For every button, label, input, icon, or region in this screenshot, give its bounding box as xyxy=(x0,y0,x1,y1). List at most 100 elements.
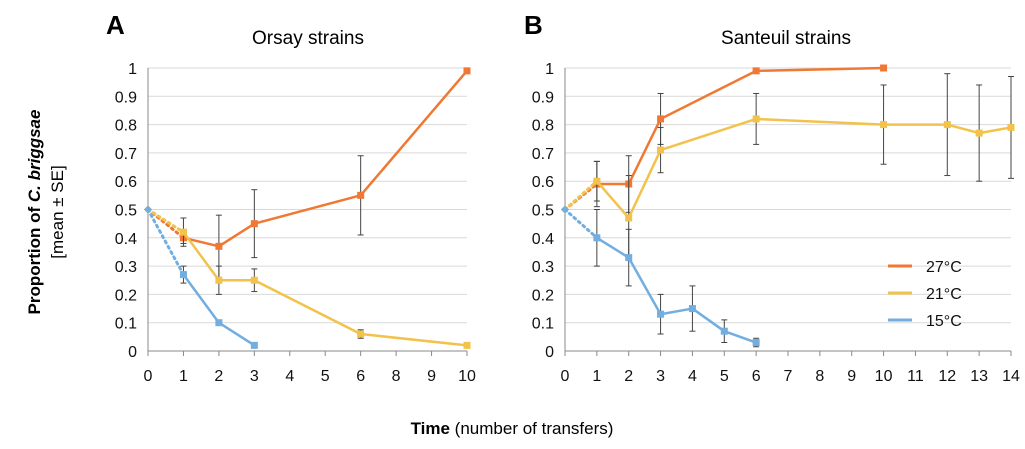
x-tick-label: 10 xyxy=(875,368,893,385)
data-point-21c xyxy=(357,330,365,338)
data-point-27c xyxy=(880,64,888,72)
x-tick-label: 13 xyxy=(970,368,988,385)
legend: 27°C 21°C 15°C xyxy=(888,259,962,330)
panel-letter-b: B xyxy=(524,10,543,40)
data-point-21c xyxy=(752,115,760,123)
y-tick-label: 0.9 xyxy=(115,89,137,106)
y-tick-label: 0.3 xyxy=(532,259,554,276)
data-point-15c xyxy=(688,305,696,313)
series-dotted-segment-21c xyxy=(563,179,599,211)
x-tick-label: 6 xyxy=(752,368,761,385)
x-tick-label: 0 xyxy=(144,368,153,385)
y-tick-label: 0.5 xyxy=(115,203,137,220)
series-line-21c xyxy=(595,117,1012,220)
x-tick-label: 7 xyxy=(784,368,793,385)
data-point-27c xyxy=(250,220,258,228)
data-point-15c xyxy=(625,254,633,262)
x-axis-label: Time (number of transfers) xyxy=(411,419,614,438)
x-tick-label: 1 xyxy=(179,368,188,385)
x-axis-label-rest: (number of transfers) xyxy=(450,419,613,438)
y-axis-label-italic: C. briggsae xyxy=(25,110,44,203)
x-tick-label: 14 xyxy=(1002,368,1020,385)
series-dotted-segment-15c xyxy=(146,208,185,277)
data-point-21c xyxy=(975,129,983,137)
x-tick-label: 3 xyxy=(656,368,665,385)
data-point-27c xyxy=(463,67,471,75)
y-tick-label: 0.2 xyxy=(532,287,554,304)
y-axis-label-bold: Proportion of xyxy=(25,202,44,314)
x-tick-label: 11 xyxy=(907,368,924,385)
y-axis-sublabel: [mean ± SE] xyxy=(48,165,67,258)
data-point-21c xyxy=(593,177,601,185)
data-point-15c xyxy=(593,234,601,242)
data-point-21c xyxy=(215,276,223,284)
series-line-27c xyxy=(183,70,468,248)
y-tick-label: 0.7 xyxy=(115,146,137,163)
x-tick-label: 8 xyxy=(815,368,824,385)
legend-label-27c: 27°C xyxy=(926,259,962,276)
y-tick-label: 0.2 xyxy=(115,287,137,304)
data-point-15c xyxy=(215,319,223,327)
data-point-15c xyxy=(561,205,569,214)
panel-a: 00.10.20.30.40.50.60.70.80.910 1 2 3 4 5 6 8 9 10 xyxy=(115,61,476,385)
panel-title-a: Orsay strains xyxy=(252,28,364,49)
legend-label-15c: 15°C xyxy=(926,313,962,330)
data-point-15c xyxy=(657,310,665,318)
y-tick-label: 0.1 xyxy=(115,316,137,333)
y-tick-label: 0 xyxy=(545,344,554,361)
data-point-21c xyxy=(943,121,951,129)
y-tick-label: 0.1 xyxy=(532,316,554,333)
y-tick-label: 0.7 xyxy=(532,146,554,163)
x-tick-label: 0 xyxy=(561,368,570,385)
data-point-27c xyxy=(752,67,760,75)
series-line-15c xyxy=(596,236,757,344)
data-point-21c xyxy=(463,341,471,349)
y-tick-label: 0.8 xyxy=(115,118,137,135)
data-point-15c xyxy=(250,341,258,349)
y-tick-label: 0.8 xyxy=(532,118,554,135)
data-point-21c xyxy=(250,276,258,284)
data-point-21c xyxy=(625,214,633,222)
x-axis-label-bold: Time xyxy=(411,419,450,438)
x-tick-label: 4 xyxy=(285,368,294,385)
x-tick-label: 12 xyxy=(938,368,956,385)
series-dotted-segment-21c xyxy=(146,208,185,234)
x-tick-label: 2 xyxy=(624,368,633,385)
x-tick-label: 4 xyxy=(688,368,697,385)
data-point-15c xyxy=(179,271,187,279)
y-tick-label: 0.4 xyxy=(115,231,137,248)
data-point-27c xyxy=(357,191,365,199)
y-tick-label: 0.6 xyxy=(115,174,137,191)
data-point-15c xyxy=(144,205,152,214)
x-tick-label: 1 xyxy=(592,368,601,385)
panel-title-b: Santeuil strains xyxy=(721,28,851,49)
y-tick-label: 0.5 xyxy=(532,203,554,220)
y-tick-label: 0 xyxy=(128,344,137,361)
x-tick-label: 8 xyxy=(392,368,401,385)
series-line-27c xyxy=(596,66,884,186)
x-tick-label: 10 xyxy=(458,368,476,385)
data-point-15c xyxy=(752,339,760,347)
y-tick-label: 1 xyxy=(545,61,554,78)
panel-b: 00.10.20.30.40.50.60.70.80.910 1 2 3 4 5 6 7 8 9 1… xyxy=(532,61,1020,385)
x-tick-label: 9 xyxy=(847,368,856,385)
data-point-21c xyxy=(1007,123,1015,131)
series-dotted-segment-15c xyxy=(563,208,599,240)
x-tick-label: 5 xyxy=(321,368,330,385)
x-tick-label: 6 xyxy=(356,368,365,385)
x-tick-label: 5 xyxy=(720,368,729,385)
y-tick-label: 0.4 xyxy=(532,231,554,248)
data-point-21c xyxy=(179,228,187,236)
y-tick-label: 0.3 xyxy=(115,259,137,276)
x-tick-label: 9 xyxy=(427,368,436,385)
y-tick-label: 1 xyxy=(128,61,137,78)
data-point-27c xyxy=(657,115,665,123)
y-tick-label: 0.9 xyxy=(532,89,554,106)
x-tick-label: 3 xyxy=(250,368,259,385)
y-tick-label: 0.6 xyxy=(532,174,554,191)
x-tick-label: 2 xyxy=(214,368,223,385)
legend-label-21c: 21°C xyxy=(926,286,962,303)
data-point-21c xyxy=(880,121,888,129)
